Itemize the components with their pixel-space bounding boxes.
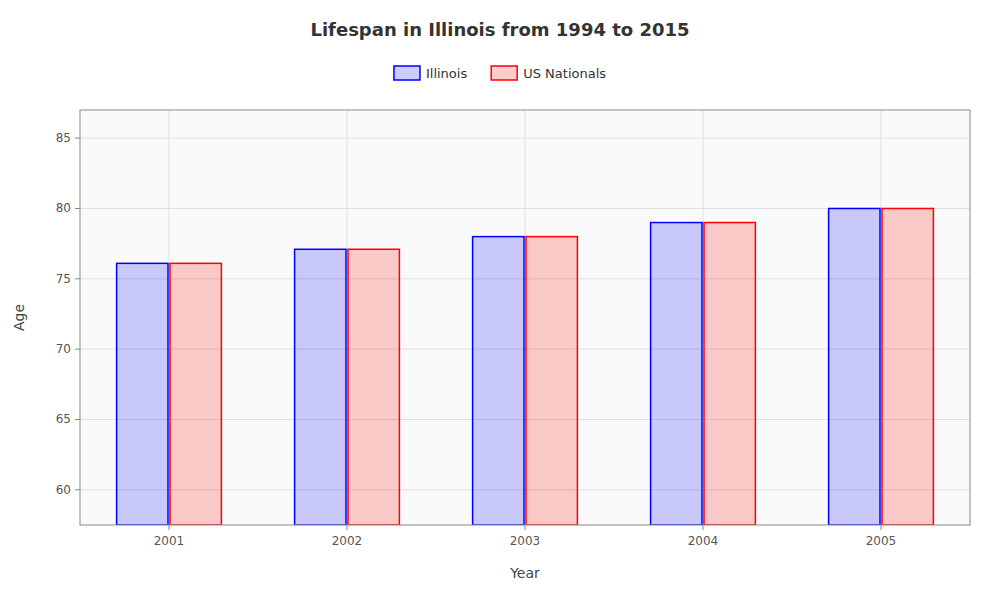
bar [295,249,346,525]
legend-label: US Nationals [523,66,606,81]
x-axis-label: Year [509,565,540,581]
legend-swatch [491,66,517,80]
x-tick-label: 2003 [510,534,541,548]
y-axis-label: Age [11,304,27,331]
x-tick [347,525,348,530]
title: Lifespan in Illinois from 1994 to 2015 [310,19,689,40]
legend-swatch [394,66,420,80]
legend: Illinois US Nationals [394,66,606,81]
bar [704,223,755,525]
bar [829,208,880,525]
y-tick [75,489,80,490]
y-tick-label: 60 [56,483,71,497]
y-tick [75,208,80,209]
legend-label: Illinois [426,66,467,81]
x-tick [703,525,704,530]
y-tick [75,278,80,279]
legend-item: US Nationals [491,66,606,81]
bars [117,208,934,525]
y-tick [75,419,80,420]
bar [651,223,702,525]
y-tick-label: 70 [56,342,71,356]
x-tick-label: 2005 [866,534,897,548]
x-tick-label: 2002 [332,534,363,548]
legend-item: Illinois [394,66,467,81]
plot-area [80,110,970,525]
x-tick [881,525,882,530]
bar [348,249,399,525]
bar [526,237,577,525]
x-tick-label: 2001 [154,534,185,548]
chart: 60 65 70 75 80 85 2001 2002 2003 2004 2005 Lifespan… [0,0,1000,600]
y-tick-label: 80 [56,201,71,215]
y-tick-label: 75 [56,272,71,286]
x-tick-label: 2004 [688,534,719,548]
y-tick [75,349,80,350]
y-tick [75,138,80,139]
bar [473,237,524,525]
y-tick-label: 85 [56,131,71,145]
bar [117,263,168,525]
plot-frame [80,110,970,525]
x-tick [169,525,170,530]
x-tick [525,525,526,530]
bar [170,263,221,525]
y-tick-label: 65 [56,412,71,426]
bar [882,208,933,525]
